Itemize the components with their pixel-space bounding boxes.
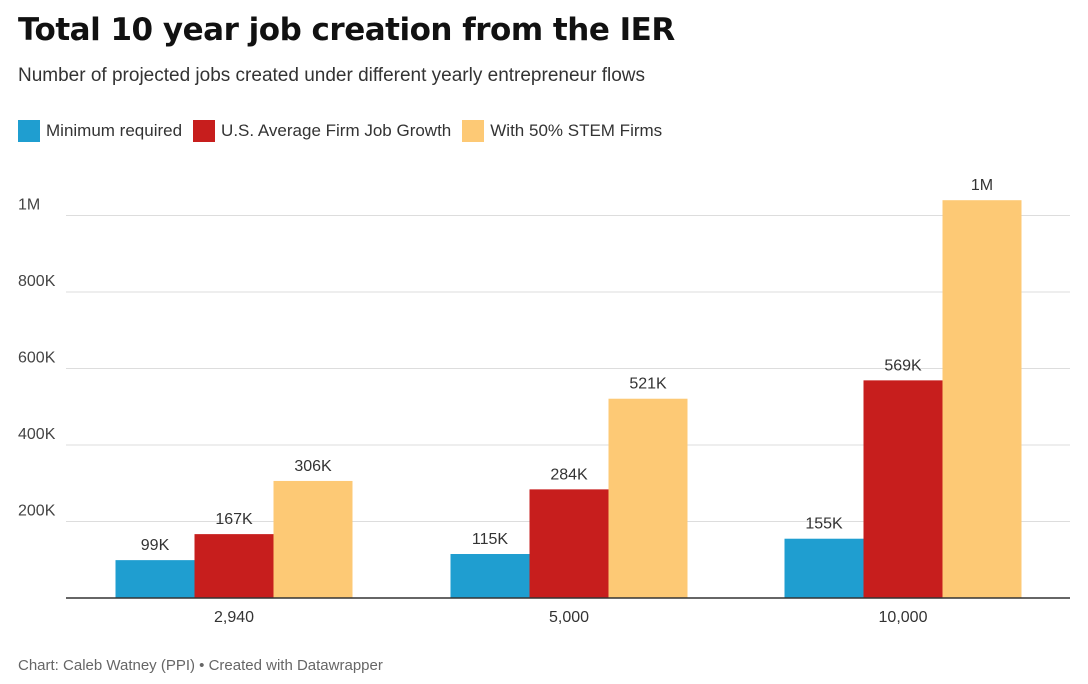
bar: [608, 398, 688, 598]
x-tick-label: 5,000: [549, 609, 589, 626]
legend-swatch-stem-firms: [462, 120, 485, 142]
bar-value-label: 569K: [884, 357, 922, 374]
legend-item-us-average: U.S. Average Firm Job Growth: [193, 120, 451, 142]
legend-label-stem-firms: With 50% STEM Firms: [490, 121, 663, 140]
bar-value-label: 306K: [294, 458, 332, 475]
bar-value-label: 167K: [215, 511, 253, 528]
bar: [529, 489, 609, 598]
y-tick-label: 400K: [18, 426, 56, 443]
chart-footer: Chart: Caleb Watney (PPI) • Created with…: [18, 657, 383, 674]
legend-swatch-us-average: [193, 120, 216, 142]
bar: [450, 554, 530, 598]
bar-value-label: 284K: [550, 466, 588, 483]
bar-value-label: 1M: [971, 177, 993, 194]
bar-value-label: 99K: [141, 537, 170, 554]
y-tick-label: 600K: [18, 350, 56, 367]
bar: [784, 538, 864, 598]
bar: [115, 560, 195, 598]
bar-value-label: 521K: [629, 376, 667, 393]
bar: [942, 200, 1022, 598]
y-tick-label: 1M: [18, 197, 40, 214]
y-tick-label: 800K: [18, 273, 56, 290]
legend-item-minimum-required: Minimum required: [18, 120, 182, 142]
chart-subtitle: Number of projected jobs created under d…: [18, 65, 645, 86]
bar: [863, 380, 943, 598]
bar-value-label: 115K: [472, 531, 509, 548]
legend-swatch-minimum-required: [18, 120, 40, 142]
bar-value-label: 155K: [805, 516, 843, 533]
bar: [273, 480, 353, 598]
x-tick-label: 2,940: [214, 609, 254, 626]
legend: Minimum required U.S. Average Firm Job G…: [18, 120, 673, 142]
chart-title: Total 10 year job creation from the IER: [18, 12, 675, 48]
bar: [194, 534, 274, 598]
legend-label-us-average: U.S. Average Firm Job Growth: [221, 121, 452, 140]
y-tick-label: 200K: [18, 503, 56, 520]
legend-item-stem-firms: With 50% STEM Firms: [462, 120, 662, 142]
x-tick-label: 10,000: [879, 609, 928, 626]
legend-label-minimum-required: Minimum required: [46, 121, 183, 140]
